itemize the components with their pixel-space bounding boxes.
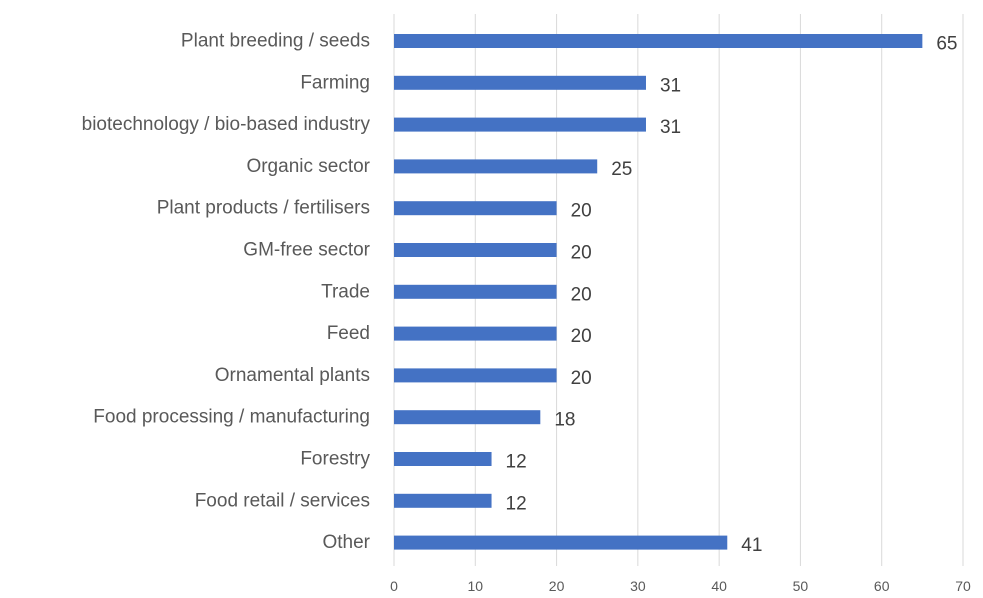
category-label: Organic sector	[246, 156, 370, 177]
data-label: 31	[660, 117, 681, 138]
x-tick-label: 60	[874, 578, 890, 594]
bar	[394, 535, 728, 550]
data-label: 20	[571, 326, 592, 347]
data-label: 65	[936, 34, 957, 55]
bar	[394, 452, 492, 466]
x-tick-label: 50	[793, 578, 809, 594]
bars	[394, 34, 923, 550]
category-label: Food retail / services	[195, 490, 370, 511]
category-label: Farming	[300, 72, 370, 93]
data-label: 20	[571, 368, 592, 389]
bar	[394, 201, 557, 216]
x-tick-label: 40	[711, 578, 727, 594]
value-labels: 65 31 31 25 20 20 20 20 20 18 12 12 41	[506, 34, 958, 557]
data-label: 12	[506, 493, 527, 514]
category-label: Forestry	[300, 449, 370, 470]
category-label: Plant breeding / seeds	[181, 31, 370, 52]
bar	[394, 34, 923, 48]
bar	[394, 284, 557, 299]
bar	[394, 243, 557, 257]
bar	[394, 410, 541, 425]
category-label: Food processing / manufacturing	[93, 407, 370, 428]
category-label: Trade	[321, 281, 370, 302]
bar	[394, 159, 598, 174]
category-labels: Plant breeding / seeds Farming biotechnolo…	[82, 31, 371, 554]
x-tick-label: 20	[549, 578, 565, 594]
bar	[394, 75, 646, 90]
category-label: Plant products / fertilisers	[157, 198, 370, 219]
data-label: 18	[554, 410, 575, 431]
data-label: 41	[741, 535, 762, 556]
bar	[394, 368, 557, 383]
x-tick-label: 0	[390, 578, 398, 594]
data-label: 31	[660, 75, 681, 96]
x-axis-tick-labels: 0 10 20 30 40 50 60 70	[390, 578, 971, 594]
category-label: Other	[322, 532, 370, 553]
bar	[394, 326, 557, 341]
data-label: 25	[611, 159, 632, 180]
x-tick-label: 30	[630, 578, 646, 594]
category-label: GM-free sector	[243, 240, 370, 261]
x-tick-label: 70	[955, 578, 971, 594]
category-label: Ornamental plants	[215, 365, 370, 386]
data-label: 20	[571, 201, 592, 222]
data-label: 12	[506, 452, 527, 473]
bar	[394, 493, 492, 508]
category-label: Feed	[327, 323, 370, 344]
data-label: 20	[571, 243, 592, 264]
data-label: 20	[571, 284, 592, 305]
bar	[394, 117, 646, 132]
category-label: biotechnology / bio-based industry	[82, 114, 371, 135]
x-tick-label: 10	[467, 578, 483, 594]
